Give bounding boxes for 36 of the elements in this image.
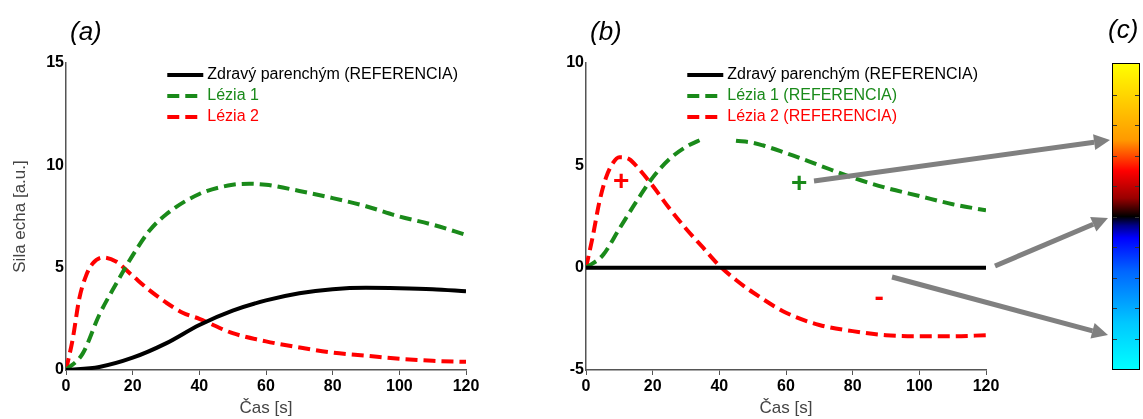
y-tick-label: 5 (575, 155, 585, 173)
x-tick-label: 20 (643, 377, 662, 395)
annotation: + (791, 166, 808, 198)
x-tick-label: 60 (777, 377, 795, 395)
annotation: - (874, 280, 884, 312)
annotation: + (613, 165, 630, 197)
x-tick-label: 40 (710, 377, 729, 395)
line-series (586, 155, 986, 339)
legend-label: Lézia 2 (207, 107, 259, 125)
x-tick-label: 120 (452, 377, 480, 395)
y-tick-label: 10 (46, 155, 65, 173)
legend-label: Lézia 1 (207, 86, 259, 104)
y-tick-label: 10 (566, 53, 585, 71)
legend-label: Zdravý parenchým (REFERENCIA) (727, 65, 978, 83)
x-tick-label: 100 (905, 377, 933, 395)
chart-title: (b) (590, 16, 622, 46)
x-tick-label: 80 (843, 377, 862, 395)
y-tick-label: 0 (575, 258, 585, 276)
x-tick-label: 60 (257, 377, 275, 395)
x-tick-label: 80 (323, 377, 342, 395)
text: (c) (1108, 14, 1139, 45)
legend-label: Lézia 1 (REFERENCIA) (727, 86, 898, 104)
x-tick-label: 100 (385, 377, 413, 395)
x-tick-label: 20 (123, 377, 142, 395)
y-axis-title: Sila echa [a.u.] (9, 160, 29, 273)
y-tick-label: 15 (46, 53, 65, 71)
x-tick-label: 120 (972, 377, 1000, 395)
x-axis-title: Čas [s] (239, 398, 293, 418)
y-tick-label: -5 (569, 360, 585, 378)
x-axis-title: Čas [s] (759, 398, 813, 418)
y-tick-label: 0 (55, 360, 65, 378)
legend-label: Lézia 2 (REFERENCIA) (727, 107, 898, 125)
y-tick-label: 5 (55, 258, 65, 276)
x-tick-label: 40 (190, 377, 209, 395)
legend-label: Zdravý parenchým (REFERENCIA) (207, 65, 458, 83)
chart-title: (a) (70, 16, 102, 46)
